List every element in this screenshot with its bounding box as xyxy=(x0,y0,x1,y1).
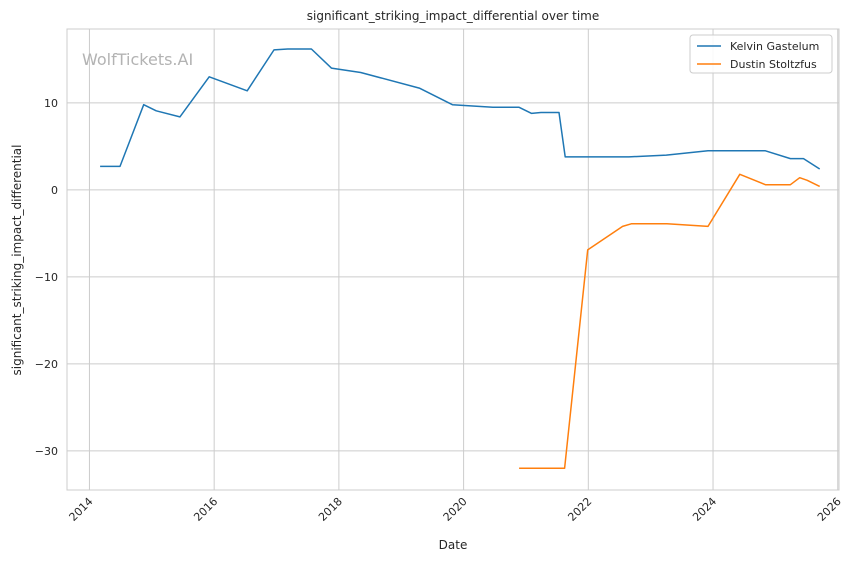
chart-title: significant_striking_impact_differential… xyxy=(307,9,599,23)
legend-label-kelvin-gastelum: Kelvin Gastelum xyxy=(730,40,819,53)
series-line-kelvin-gastelum xyxy=(100,48,821,170)
y-tick-label: −10 xyxy=(35,271,58,284)
plot-frame xyxy=(66,28,840,491)
y-tick-label: −30 xyxy=(35,445,58,458)
series-layer xyxy=(100,48,821,470)
watermark: WolfTickets.AI xyxy=(82,50,193,69)
legend-label-dustin-stoltzfus: Dustin Stoltzfus xyxy=(730,58,817,71)
grid-lines xyxy=(67,29,839,490)
legend-box xyxy=(689,34,833,74)
y-tick-label: 10 xyxy=(44,97,58,110)
legend: Kelvin Gastelum Dustin Stoltzfus xyxy=(689,34,833,74)
y-axis-ticks: −30 −20 −10 0 10 xyxy=(35,97,58,458)
y-tick-label: 0 xyxy=(51,184,58,197)
y-axis-label: significant_striking_impact_differential xyxy=(10,145,24,376)
y-tick-label: −20 xyxy=(35,358,58,371)
x-axis-label: Date xyxy=(439,538,468,552)
series-line-dustin-stoltzfus xyxy=(519,173,821,470)
